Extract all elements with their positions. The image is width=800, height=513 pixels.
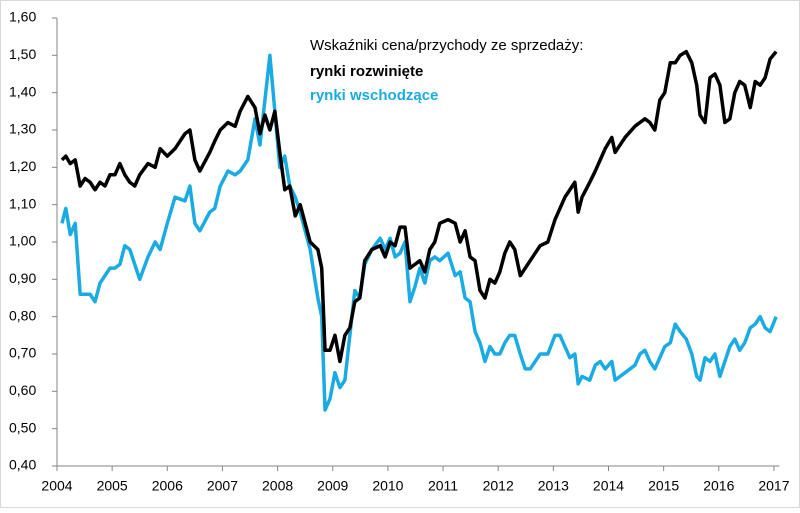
x-tick-label: 2005	[97, 478, 128, 494]
legend-entry: rynki rozwinięte	[310, 63, 423, 80]
y-tick-label: 0,40	[9, 457, 36, 473]
series-line	[60, 53, 778, 412]
y-tick-label: 1,40	[9, 83, 36, 99]
x-tick-label: 2008	[262, 478, 293, 494]
x-tick-label: 2009	[317, 478, 348, 494]
x-tick-label: 2012	[483, 478, 514, 494]
legend-entry: rynki wschodzące	[310, 87, 438, 104]
series-line	[60, 49, 778, 364]
chart-title: Wskaźniki cena/przychody ze sprzedaży:	[310, 37, 583, 54]
x-tick-label: 2006	[152, 478, 183, 494]
x-tick-label: 2004	[41, 478, 72, 494]
x-tick-label: 2014	[593, 478, 624, 494]
x-tick-label: 2017	[758, 478, 789, 494]
x-tick-label: 2015	[648, 478, 679, 494]
y-tick-label: 0,90	[9, 270, 36, 286]
y-tick-label: 1,30	[9, 121, 36, 137]
x-tick-label: 2013	[538, 478, 569, 494]
y-tick-label: 1,60	[9, 9, 36, 25]
y-tick-label: 0,50	[9, 419, 36, 435]
x-tick-label: 2011	[428, 478, 458, 494]
y-tick-label: 0,60	[9, 382, 36, 398]
y-tick-label: 0,80	[9, 307, 36, 323]
y-tick-label: 1,10	[9, 195, 36, 211]
x-tick-label: 2007	[207, 478, 238, 494]
x-tick-label: 2016	[703, 478, 734, 494]
y-tick-label: 1,20	[9, 158, 36, 174]
y-tick-label: 1,00	[9, 233, 36, 249]
y-tick-label: 1,50	[9, 46, 36, 62]
x-tick-label: 2010	[372, 478, 403, 494]
y-tick-label: 0,70	[9, 345, 36, 361]
legend: Wskaźniki cena/przychody ze sprzedaży: r…	[310, 37, 583, 104]
